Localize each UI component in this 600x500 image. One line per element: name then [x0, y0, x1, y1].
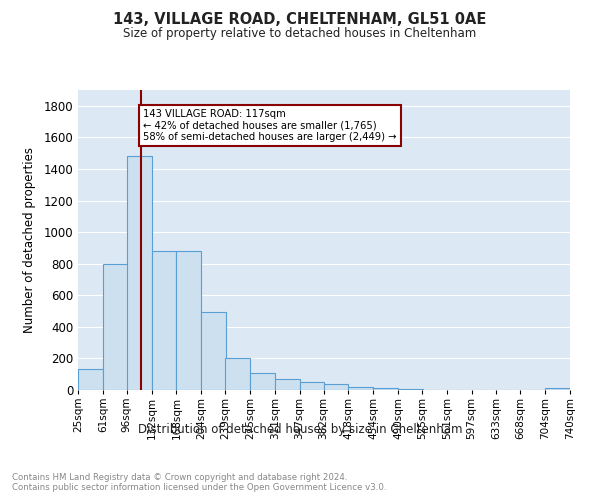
- Bar: [225, 358, 250, 390]
- Text: 143 VILLAGE ROAD: 117sqm
← 42% of detached houses are smaller (1,765)
58% of sem: 143 VILLAGE ROAD: 117sqm ← 42% of detach…: [143, 109, 397, 142]
- Bar: [299, 382, 325, 390]
- Bar: [176, 251, 201, 390]
- Bar: [78, 370, 103, 390]
- Bar: [545, 388, 570, 390]
- Bar: [323, 384, 349, 390]
- Y-axis label: Number of detached properties: Number of detached properties: [23, 147, 37, 333]
- Bar: [349, 386, 373, 390]
- Bar: [127, 156, 152, 390]
- Bar: [250, 372, 275, 390]
- Bar: [103, 264, 128, 390]
- Text: Size of property relative to detached houses in Cheltenham: Size of property relative to detached ho…: [124, 28, 476, 40]
- Bar: [275, 380, 299, 390]
- Text: Contains HM Land Registry data © Crown copyright and database right 2024.: Contains HM Land Registry data © Crown c…: [12, 472, 347, 482]
- Bar: [201, 312, 226, 390]
- Text: 143, VILLAGE ROAD, CHELTENHAM, GL51 0AE: 143, VILLAGE ROAD, CHELTENHAM, GL51 0AE: [113, 12, 487, 28]
- Bar: [152, 251, 176, 390]
- Bar: [398, 389, 423, 390]
- Bar: [373, 388, 398, 390]
- Text: Distribution of detached houses by size in Cheltenham: Distribution of detached houses by size …: [138, 422, 462, 436]
- Text: Contains public sector information licensed under the Open Government Licence v3: Contains public sector information licen…: [12, 482, 386, 492]
